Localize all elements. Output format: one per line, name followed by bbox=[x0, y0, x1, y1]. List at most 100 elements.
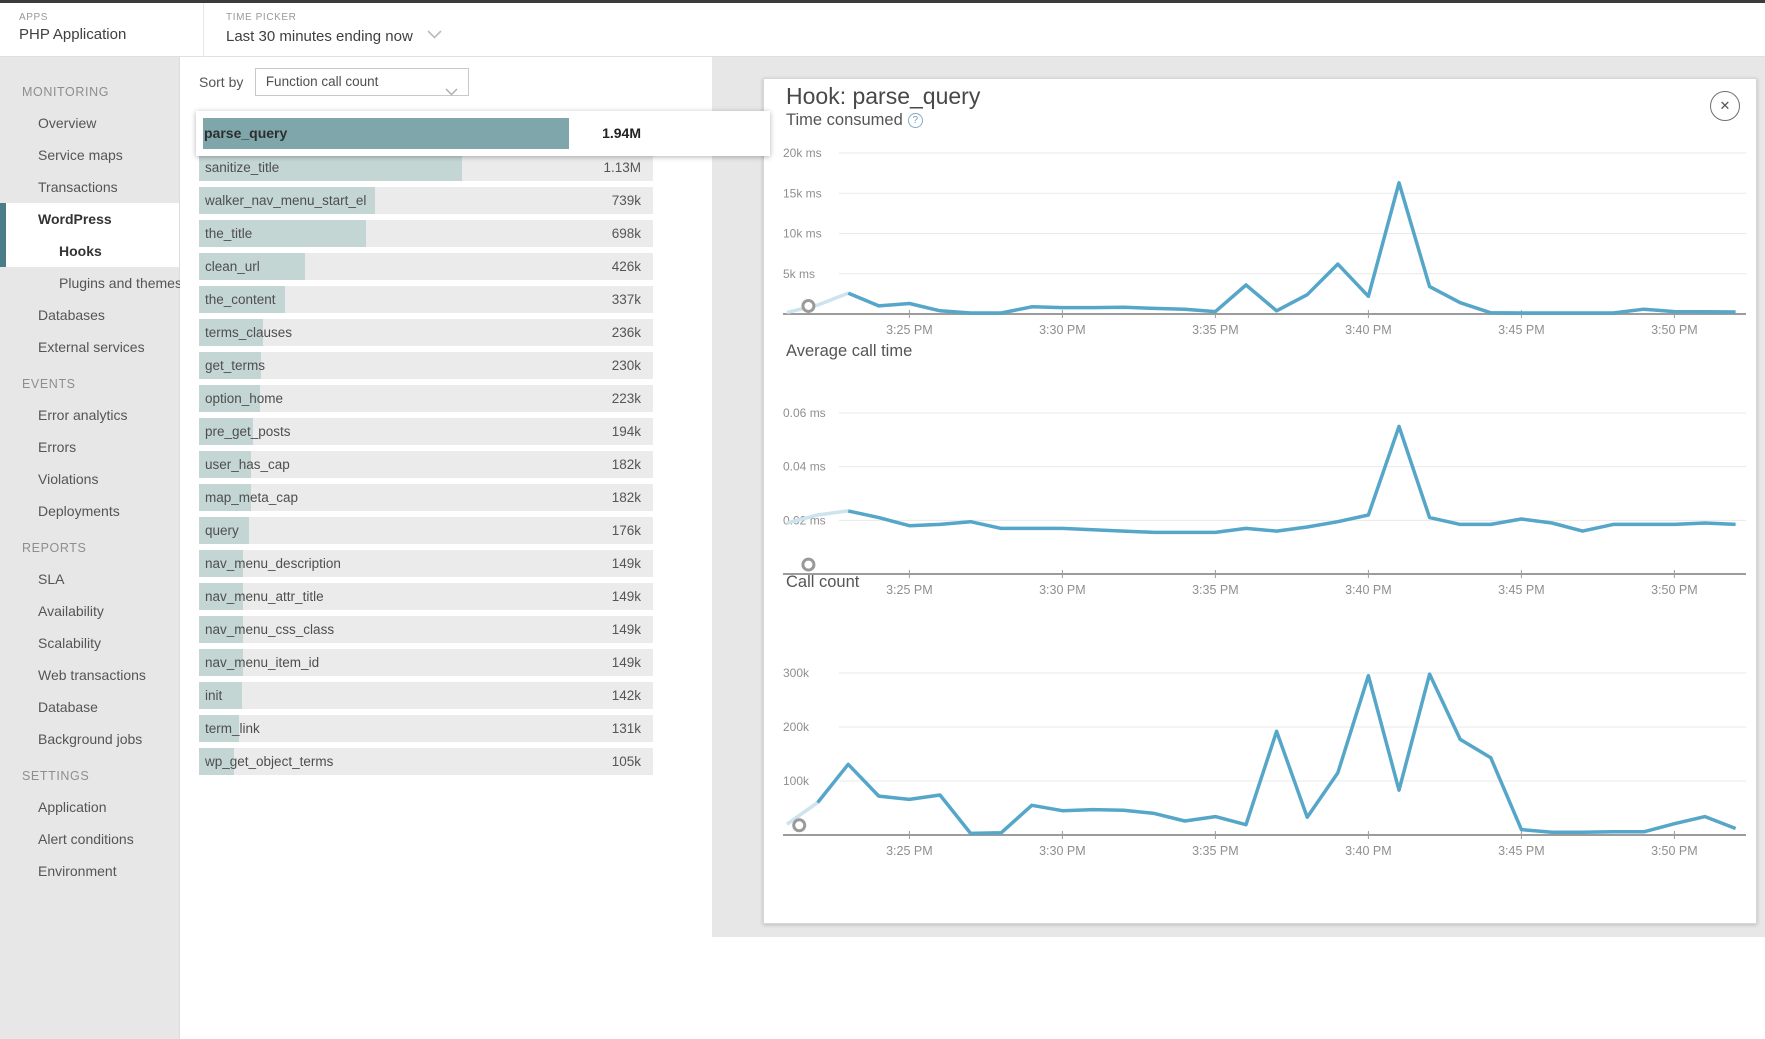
average-call-time-chart: 0.02 ms0.04 ms0.06 ms3:25 PM 3:30 PM 3:35 … bbox=[783, 406, 1746, 597]
hook-value: 230k bbox=[611, 358, 641, 373]
svg-text:15k ms: 15k ms bbox=[783, 186, 822, 200]
hook-name: nav_menu_description bbox=[205, 556, 341, 571]
hook-bar bbox=[199, 352, 262, 379]
svg-text:3:30 PM: 3:30 PM bbox=[1039, 844, 1086, 858]
app-switcher[interactable]: APPS PHP Application bbox=[19, 12, 126, 43]
sidebar-item-hooks[interactable]: Hooks bbox=[0, 235, 179, 267]
hook-row-option-home[interactable]: option_home 223k bbox=[199, 385, 653, 412]
svg-text:200k: 200k bbox=[783, 720, 810, 734]
hook-bar bbox=[199, 187, 375, 214]
sidebar-item-database[interactable]: Database bbox=[38, 699, 98, 715]
svg-text:3:50 PM: 3:50 PM bbox=[1651, 323, 1698, 337]
sidebar-item-environment[interactable]: Environment bbox=[38, 863, 117, 879]
hook-row-get-terms[interactable]: get_terms 230k bbox=[199, 352, 653, 379]
hook-row-term-link[interactable]: term_link 131k bbox=[199, 715, 653, 742]
hook-value: 149k bbox=[611, 556, 641, 571]
hook-bar bbox=[199, 517, 250, 544]
hook-value: 182k bbox=[611, 457, 641, 472]
sort-by-label: Sort by bbox=[199, 74, 244, 90]
hook-bar bbox=[199, 418, 254, 445]
sidebar-item-service-maps[interactable]: Service maps bbox=[38, 147, 123, 163]
sidebar-item-databases[interactable]: Databases bbox=[38, 307, 105, 323]
sidebar-item-web-transactions[interactable]: Web transactions bbox=[38, 667, 146, 683]
sidebar-item-violations[interactable]: Violations bbox=[38, 471, 99, 487]
svg-text:3:45 PM: 3:45 PM bbox=[1498, 323, 1545, 337]
hook-row-the-content[interactable]: the_content 337k bbox=[199, 286, 653, 313]
hook-row-nav-menu-item-id[interactable]: nav_menu_item_id 149k bbox=[199, 649, 653, 676]
svg-text:3:25 PM: 3:25 PM bbox=[886, 323, 933, 337]
series-start-marker bbox=[792, 818, 807, 833]
hook-bar bbox=[199, 616, 244, 643]
hook-value: 182k bbox=[611, 490, 641, 505]
hook-bar bbox=[199, 748, 234, 775]
hook-name: the_title bbox=[205, 226, 253, 241]
sidebar-item-external-services[interactable]: External services bbox=[38, 339, 145, 355]
chart-title-average-call-time: Average call time bbox=[786, 342, 913, 360]
hook-row-nav-menu-attr-title[interactable]: nav_menu_attr_title 149k bbox=[199, 583, 653, 610]
apps-label: APPS bbox=[19, 12, 49, 23]
sidebar-section-settings: SETTINGS bbox=[22, 769, 90, 783]
sidebar-item-scalability[interactable]: Scalability bbox=[38, 635, 102, 651]
hook-value: 149k bbox=[611, 655, 641, 670]
time-picker[interactable]: TIME PICKER Last 30 minutes ending now bbox=[226, 12, 442, 45]
hook-bar bbox=[199, 682, 242, 709]
sidebar-item-sla[interactable]: SLA bbox=[38, 571, 65, 587]
panel-title: Hook: parse_query bbox=[786, 83, 981, 109]
hook-row-query[interactable]: query 176k bbox=[199, 517, 653, 544]
sidebar-item-errors[interactable]: Errors bbox=[38, 439, 77, 455]
hook-name: nav_menu_css_class bbox=[205, 622, 335, 637]
sidebar-item-overview[interactable]: Overview bbox=[38, 115, 97, 131]
hook-row-nav-menu-description[interactable]: nav_menu_description 149k bbox=[199, 550, 653, 577]
hook-row-init[interactable]: init 142k bbox=[199, 682, 653, 709]
svg-text:3:40 PM: 3:40 PM bbox=[1345, 583, 1392, 597]
svg-text:5k ms: 5k ms bbox=[783, 267, 815, 281]
hook-name: walker_nav_menu_start_el bbox=[205, 193, 367, 208]
hook-name: wp_get_object_terms bbox=[205, 754, 334, 769]
sidebar-nav: MONITORING Overview Service maps Transactio… bbox=[0, 57, 182, 1039]
hook-row-wp-get-object-terms[interactable]: wp_get_object_terms 105k bbox=[199, 748, 653, 775]
top-bar: APPS PHP Application TIME PICKER Last 30… bbox=[0, 3, 1765, 57]
hook-value: 739k bbox=[611, 193, 641, 208]
hook-name: user_has_cap bbox=[205, 457, 290, 472]
svg-text:0.04 ms: 0.04 ms bbox=[783, 460, 826, 474]
hook-value: 236k bbox=[611, 325, 641, 340]
hook-name: get_terms bbox=[205, 358, 266, 373]
hook-bar bbox=[203, 118, 569, 149]
hook-value: 149k bbox=[611, 589, 641, 604]
hook-value: 176k bbox=[611, 523, 641, 538]
close-icon[interactable]: ✕ bbox=[1710, 91, 1740, 121]
hook-row-map-meta-cap[interactable]: map_meta_cap 182k bbox=[199, 484, 653, 511]
sidebar-item-wordpress[interactable]: WordPress bbox=[0, 203, 179, 235]
hook-row-selected[interactable]: parse_query 1.94M bbox=[196, 111, 770, 156]
sidebar-item-application[interactable]: Application bbox=[38, 799, 107, 815]
hook-name: sanitize_title bbox=[205, 160, 280, 175]
sidebar-item-plugins-and-themes[interactable]: Plugins and themes bbox=[59, 275, 182, 291]
sidebar-item-deployments[interactable]: Deployments bbox=[38, 503, 120, 519]
sidebar-item-error-analytics[interactable]: Error analytics bbox=[38, 407, 128, 423]
hook-row-nav-menu-css-class[interactable]: nav_menu_css_class 149k bbox=[199, 616, 653, 643]
hook-name: nav_menu_item_id bbox=[205, 655, 320, 670]
sidebar-item-alert-conditions[interactable]: Alert conditions bbox=[38, 831, 134, 847]
help-icon[interactable]: ? bbox=[907, 113, 923, 128]
sidebar-item-availability[interactable]: Availability bbox=[38, 603, 104, 619]
hook-bar bbox=[199, 715, 240, 742]
hook-bar bbox=[199, 253, 306, 280]
hook-row-walker-nav-menu-start-el[interactable]: walker_nav_menu_start_el 739k bbox=[199, 187, 653, 214]
sort-by-select[interactable]: Function call count bbox=[254, 68, 469, 96]
sidebar-item-background-jobs[interactable]: Background jobs bbox=[38, 731, 143, 747]
svg-text:3:35 PM: 3:35 PM bbox=[1192, 323, 1239, 337]
hook-bar bbox=[199, 286, 286, 313]
svg-text:3:35 PM: 3:35 PM bbox=[1192, 583, 1239, 597]
hook-row-user-has-cap[interactable]: user_has_cap 182k bbox=[199, 451, 653, 478]
chevron-down-icon bbox=[427, 26, 442, 43]
hook-row-clean-url[interactable]: clean_url 426k bbox=[199, 253, 653, 280]
hook-row-the-title[interactable]: the_title 698k bbox=[199, 220, 653, 247]
time-picker-label: TIME PICKER bbox=[226, 12, 297, 23]
hook-row-sanitize-title[interactable]: sanitize_title 1.13M bbox=[199, 154, 653, 181]
hook-row-terms-clauses[interactable]: terms_clauses 236k bbox=[199, 319, 653, 346]
hook-value: 426k bbox=[611, 259, 641, 274]
hook-row-pre-get-posts[interactable]: pre_get_posts 194k bbox=[199, 418, 653, 445]
svg-text:3:45 PM: 3:45 PM bbox=[1498, 583, 1545, 597]
hook-name: init bbox=[205, 688, 223, 703]
sidebar-item-transactions[interactable]: Transactions bbox=[38, 179, 118, 195]
